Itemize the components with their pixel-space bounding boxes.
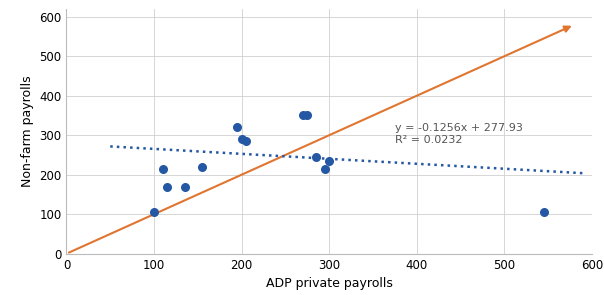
Point (162, 184, 172, 189)
Point (241, 139, 251, 143)
Point (149, 210, 159, 214)
Point (303, 113, 312, 118)
Y-axis label: Non-farm payrolls: Non-farm payrolls (21, 76, 34, 187)
Point (198, 164, 207, 169)
Text: y = -0.1256x + 277.93
R² = 0.0232: y = -0.1256x + 277.93 R² = 0.0232 (395, 123, 522, 145)
Point (158, 166, 168, 171)
X-axis label: ADP private payrolls: ADP private payrolls (266, 277, 393, 290)
Point (324, 158, 334, 163)
Point (311, 155, 321, 159)
Point (298, 113, 308, 118)
Point (539, 210, 548, 214)
Point (180, 184, 190, 189)
Point (237, 137, 246, 142)
Point (233, 125, 242, 130)
Point (320, 166, 330, 171)
